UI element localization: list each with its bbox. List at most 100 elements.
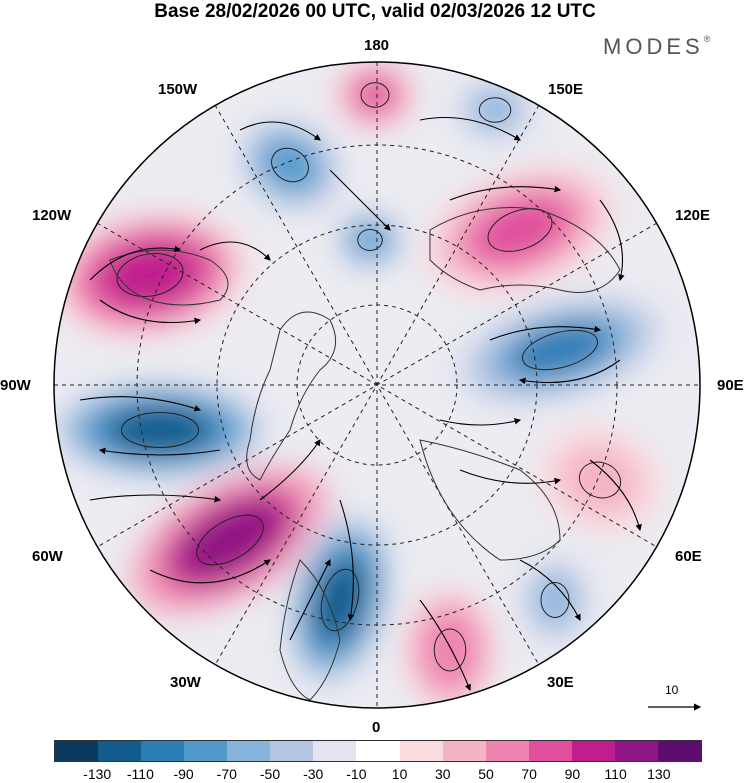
colorbar-swatch <box>485 741 529 761</box>
positive-anomaly-north-pacific-contour <box>116 253 184 297</box>
streamline <box>589 459 642 532</box>
positive-anomaly-central-asia <box>570 454 630 506</box>
colorbar-tick-label: -10 <box>346 766 367 782</box>
colorbar-swatch <box>614 741 658 761</box>
reference-vector-value: 10 <box>665 683 679 697</box>
longitude-label-0: 0 <box>372 719 381 736</box>
positive-anomaly-north-atlantic <box>182 504 278 576</box>
streamline <box>439 418 522 426</box>
anomaly-cores <box>116 82 622 672</box>
longitude-label-180: 180 <box>364 37 390 54</box>
streamline <box>259 439 321 501</box>
colorbar-tick-label: 10 <box>391 766 408 782</box>
longitude-label-30e: 30E <box>547 674 574 691</box>
colorbar <box>54 740 702 762</box>
colorbar-tick-label: -70 <box>216 766 237 782</box>
positive-anomaly-north-atlantic-contour <box>196 514 264 566</box>
streamline <box>289 559 331 641</box>
colorbar-swatch <box>141 741 185 761</box>
colorbar-tick-label: -90 <box>173 766 194 782</box>
positive-anomaly-alaska-west-contour <box>360 82 390 108</box>
streamline <box>599 199 625 282</box>
modes-logo: MODES® <box>603 34 710 60</box>
streamline <box>89 494 222 503</box>
negative-anomaly-chukchi-contour <box>357 229 383 251</box>
longitude-label-30w: 30W <box>170 674 201 691</box>
colorbar-tick-label: 90 <box>564 766 581 782</box>
streamline <box>419 599 472 692</box>
greenland-coast <box>246 311 337 481</box>
streamline <box>149 559 271 584</box>
longitude-label-150e: 150E <box>548 81 584 98</box>
negative-anomaly-canada-contour <box>121 412 199 448</box>
graticule <box>54 62 700 708</box>
streamline <box>489 325 602 341</box>
coastlines <box>109 207 621 701</box>
streamline <box>329 169 391 231</box>
chart-title: Base 28/02/2026 00 UTC, valid 02/03/2026… <box>154 1 596 22</box>
colorbar-tick-label: -30 <box>303 766 324 782</box>
longitude-label-60e: 60E <box>675 548 702 565</box>
colorbar-tick-label: 70 <box>521 766 537 782</box>
negative-anomaly-bering-contour <box>478 97 512 123</box>
negative-anomaly-mediterranean-contour <box>540 582 570 618</box>
wind-streamlines <box>79 116 642 692</box>
streamline <box>519 559 581 621</box>
registered-mark: ® <box>703 34 711 44</box>
colorbar-swatch <box>313 741 357 761</box>
negative-anomaly-east-atlantic-contour <box>320 568 360 632</box>
colorbar-swatch <box>55 741 99 761</box>
streamline <box>79 396 202 412</box>
colorbar-swatch <box>528 741 572 761</box>
colorbar-swatch <box>184 741 228 761</box>
longitude-label-60w: 60W <box>32 548 63 565</box>
meridian-120e-60w <box>96 222 658 548</box>
map-border <box>53 61 701 709</box>
siberia-coast <box>429 207 621 293</box>
positive-anomaly-central-asia-contour <box>578 461 622 499</box>
atlantic-coast <box>279 559 341 701</box>
colorbar-swatch <box>98 741 142 761</box>
colorbar-swatch <box>227 741 271 761</box>
streamline <box>99 299 202 325</box>
streamline <box>89 245 182 281</box>
colorbar-swatch <box>399 741 443 761</box>
colorbar-swatch <box>571 741 615 761</box>
colorbar-tick-label: -50 <box>259 766 281 782</box>
colorbar-tick-label: -130 <box>83 766 112 782</box>
positive-anomaly-north-pacific <box>102 244 198 306</box>
negative-anomaly-gulf-of-alaska <box>263 141 317 189</box>
streamline <box>449 185 562 201</box>
streamline <box>419 116 521 141</box>
colorbar-tick-label: 130 <box>647 766 671 782</box>
streamline <box>239 121 321 141</box>
colorbar-tick-label: 50 <box>478 766 494 782</box>
colorbar-tick-label: 110 <box>604 766 627 782</box>
positive-anomaly-siberia-contour <box>487 208 553 252</box>
longitude-label-150w: 150W <box>158 81 198 98</box>
colorbar-swatch <box>657 741 701 761</box>
colorbar-swatch <box>356 741 400 761</box>
negative-anomaly-east-asia-contour <box>522 329 598 371</box>
colorbar-swatch <box>270 741 314 761</box>
negative-anomaly-gulf-of-alaska-contour <box>271 147 309 183</box>
longitude-label-120w: 120W <box>32 207 72 224</box>
longitude-label-90e: 90E <box>717 377 744 394</box>
longitude-label-90w: 90W <box>0 377 31 394</box>
longitude-label-120e: 120E <box>675 207 711 224</box>
alaska-coast <box>109 249 229 306</box>
positive-anomaly-siberia <box>474 199 566 261</box>
streamline <box>518 359 621 385</box>
map-disc <box>54 62 700 708</box>
colorbar-tick-label: -110 <box>126 766 154 782</box>
streamline <box>199 241 271 261</box>
streamline <box>459 469 562 485</box>
streamline <box>98 447 221 456</box>
positive-anomaly-europe-contour <box>433 628 467 672</box>
streamline <box>339 499 355 622</box>
brand-text: MODES <box>603 34 704 59</box>
colorbar-swatch <box>442 741 486 761</box>
colorbar-tick-label: 30 <box>435 766 451 782</box>
europe-asia-coast <box>419 439 561 561</box>
